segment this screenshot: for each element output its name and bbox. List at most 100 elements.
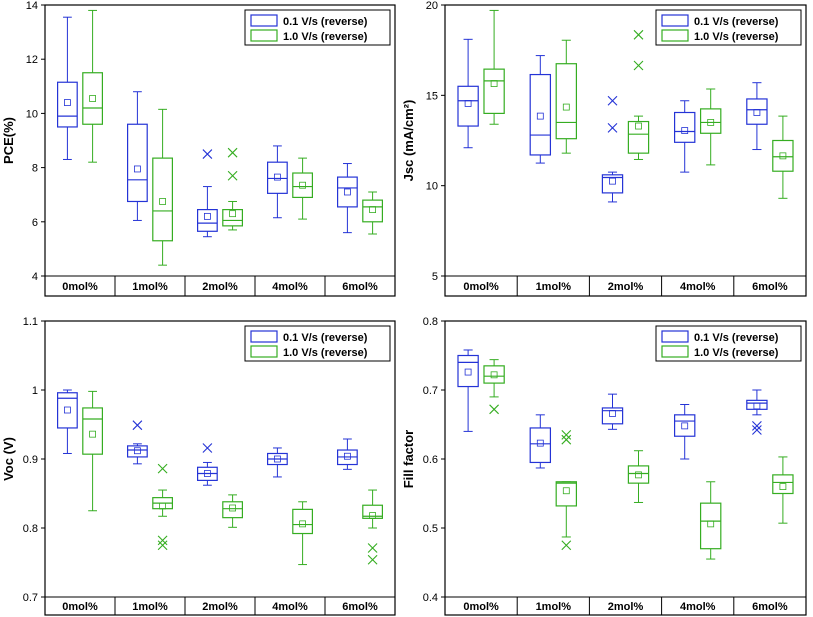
box-slow bbox=[457, 38, 479, 149]
y-tick-label: 12 bbox=[26, 54, 38, 66]
mean-marker bbox=[89, 95, 96, 102]
mean-marker bbox=[707, 119, 715, 126]
category-label: 4mol% bbox=[272, 281, 308, 293]
outlier-marker bbox=[607, 95, 618, 106]
outlier-marker bbox=[227, 170, 238, 181]
box-iqr bbox=[699, 502, 722, 550]
y-axis-label: Voc (V) bbox=[1, 437, 16, 481]
mean-marker bbox=[343, 452, 351, 460]
box-iqr bbox=[673, 414, 696, 437]
legend-swatch bbox=[250, 330, 278, 343]
box-slow bbox=[56, 16, 78, 160]
category-label: 0mol% bbox=[62, 281, 98, 293]
legend-label: 1.0 V/s (reverse) bbox=[694, 347, 779, 359]
y-tick-label: 0.7 bbox=[423, 385, 438, 397]
y-axis-label: Fill factor bbox=[401, 430, 416, 489]
category-label: 1mol% bbox=[536, 601, 572, 613]
category-label: 6mol% bbox=[342, 281, 378, 293]
outlier-marker bbox=[489, 404, 499, 415]
mean-marker bbox=[343, 188, 351, 196]
outlier-marker bbox=[227, 147, 238, 158]
plot-frame bbox=[44, 4, 396, 297]
y-tick-label: 4 bbox=[32, 271, 38, 283]
y-tick-label: 1 bbox=[32, 385, 38, 397]
box-slow bbox=[601, 95, 624, 203]
category-label: 6mol% bbox=[342, 601, 378, 613]
box-iqr bbox=[292, 508, 313, 535]
legend-swatch bbox=[661, 345, 689, 358]
box-iqr bbox=[222, 209, 244, 227]
box-iqr bbox=[555, 63, 578, 140]
box-iqr bbox=[292, 172, 313, 199]
mean-marker bbox=[203, 212, 211, 220]
box-fast bbox=[555, 429, 578, 551]
box-iqr bbox=[772, 139, 794, 172]
box-fast bbox=[483, 359, 505, 415]
y-tick-label: 0.7 bbox=[23, 592, 38, 604]
mean-marker bbox=[536, 439, 544, 447]
outlier-marker bbox=[132, 420, 143, 431]
mean-marker bbox=[273, 173, 281, 181]
mean-marker bbox=[299, 181, 307, 189]
mean-marker bbox=[609, 410, 616, 417]
outlier-marker bbox=[157, 540, 168, 551]
box-fast bbox=[483, 9, 505, 125]
legend-label: 0.1 V/s (reverse) bbox=[283, 16, 368, 28]
mean-marker bbox=[681, 422, 689, 430]
y-tick-label: 10 bbox=[426, 181, 438, 193]
outlier-marker bbox=[157, 463, 168, 474]
box-fast bbox=[152, 108, 174, 266]
voc-chart: 0.7 0.8 0.9 1 1.1 Voc (V) 0mol% 1mol% 2mol% 4mol%… bbox=[1, 316, 396, 616]
box-slow bbox=[746, 389, 768, 435]
box-fast bbox=[699, 481, 722, 560]
box-iqr bbox=[772, 474, 794, 495]
box-slow bbox=[337, 163, 358, 234]
mean-marker bbox=[753, 402, 761, 410]
box-fast bbox=[292, 157, 313, 220]
box-slow bbox=[457, 349, 479, 432]
mean-marker bbox=[779, 483, 787, 491]
category-label: 0mol% bbox=[463, 601, 499, 613]
outlier-marker bbox=[752, 425, 762, 435]
mean-marker bbox=[635, 471, 642, 479]
mean-marker bbox=[609, 177, 616, 185]
box-slow bbox=[56, 389, 78, 454]
box-slow bbox=[673, 403, 696, 460]
box-iqr bbox=[601, 407, 624, 425]
legend-swatch bbox=[250, 29, 278, 42]
mean-marker bbox=[89, 430, 96, 438]
y-tick-label: 5 bbox=[432, 271, 438, 283]
outlier-marker bbox=[752, 420, 762, 431]
jsc-chart: 5 10 15 20 Jsc (mA/cm²) 0mol% 1mol% 2mol% 4mol% 6… bbox=[401, 0, 807, 297]
box-slow bbox=[197, 443, 218, 486]
legend-label: 0.1 V/s (reverse) bbox=[283, 332, 368, 344]
box-fast bbox=[82, 390, 104, 512]
mean-marker bbox=[369, 512, 377, 519]
box-fast bbox=[362, 489, 383, 565]
mean-marker bbox=[133, 447, 141, 455]
mean-marker bbox=[779, 152, 787, 160]
legend-swatch bbox=[661, 14, 689, 27]
mean-marker bbox=[464, 368, 472, 376]
mean-marker bbox=[229, 210, 237, 218]
y-tick-label: 0.4 bbox=[423, 592, 438, 604]
box-fast bbox=[555, 39, 578, 154]
box-iqr bbox=[457, 354, 479, 388]
box-iqr bbox=[746, 98, 768, 125]
category-label: 2mol% bbox=[608, 601, 644, 613]
mean-marker bbox=[536, 112, 544, 120]
y-tick-label: 15 bbox=[426, 90, 438, 102]
mean-marker bbox=[64, 99, 71, 106]
legend-label: 1.0 V/s (reverse) bbox=[283, 31, 368, 43]
y-tick-label: 0.8 bbox=[23, 523, 38, 535]
y-tick-label: 10 bbox=[26, 108, 38, 120]
mean-marker bbox=[707, 520, 715, 528]
box-slow bbox=[673, 100, 696, 173]
legend-label: 1.0 V/s (reverse) bbox=[283, 347, 368, 359]
y-tick-label: 0.5 bbox=[423, 523, 438, 535]
category-label: 2mol% bbox=[202, 281, 238, 293]
outlier-marker bbox=[561, 434, 572, 445]
box-slow bbox=[126, 420, 148, 465]
mean-marker bbox=[159, 198, 167, 205]
legend-label: 1.0 V/s (reverse) bbox=[694, 31, 779, 43]
